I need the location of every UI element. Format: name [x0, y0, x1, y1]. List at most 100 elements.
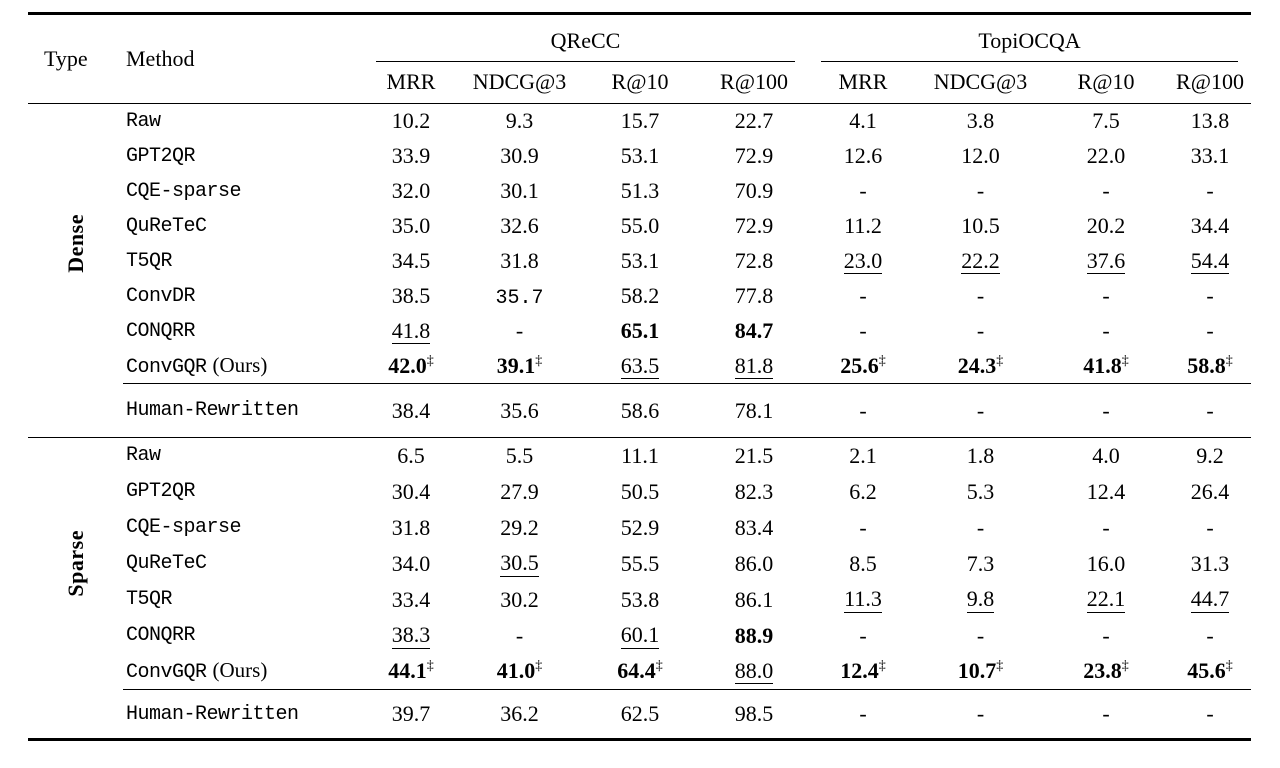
metric-value: - [859, 514, 867, 540]
value-cell: 41.0‡ [459, 654, 580, 690]
value-cell: - [808, 279, 918, 314]
value-cell: - [1043, 174, 1169, 209]
value-cell: 35.6 [459, 383, 580, 438]
value-cell: - [1043, 510, 1169, 546]
table-row: T5QR 34.5 31.8 53.1 72.8 23.0 22.2 37.6 54.4 [28, 244, 1251, 279]
value-cell: - [918, 618, 1043, 654]
value-cell: 9.8 [918, 582, 1043, 618]
value-cell: 12.0 [918, 139, 1043, 174]
value-cell: 60.1 [580, 618, 700, 654]
metric-value: - [1102, 178, 1110, 203]
section-sparse: Sparse Raw 6.5 5.5 11.1 21.5 2.1 1.8 4.0 9.2 GPT2Q… [28, 437, 1252, 740]
metric-value: - [1206, 701, 1214, 726]
metric-value: 72.8 [734, 248, 774, 273]
metric-value: 35.0 [391, 213, 431, 238]
metric-value: 22.7 [734, 108, 774, 134]
method-cell: GPT2QR [123, 474, 363, 510]
double-dagger-symbol: ‡ [878, 658, 886, 674]
value-cell: 82.3 [700, 474, 808, 510]
value-cell: - [808, 618, 918, 654]
metric-value: 34.4 [1190, 213, 1230, 238]
type-spacer [28, 384, 123, 438]
metric-value: 33.1 [1190, 143, 1230, 168]
value-cell: 9.3 [459, 104, 580, 139]
method-name: Human-Rewritten [126, 702, 299, 726]
value-cell: - [918, 689, 1043, 740]
method-cell: Human-Rewritten [123, 383, 363, 438]
metric-value: 65.1 [620, 318, 660, 343]
metric-value: 2.1 [849, 442, 877, 468]
metric-value: 5.5 [505, 442, 534, 468]
metric-value: 58.6 [620, 397, 660, 423]
metric-value: 12.4 [1086, 478, 1126, 504]
metric-value: - [859, 397, 867, 423]
method-name: ConvGQR [126, 661, 207, 685]
metric-value: - [1206, 318, 1214, 343]
method-name: Human-Rewritten [126, 399, 299, 422]
value-cell: 55.0 [580, 209, 700, 244]
metric-value: 1.8 [966, 442, 995, 468]
value-cell: 38.4 [363, 383, 459, 438]
type-spacer [28, 690, 123, 740]
metric-value: - [1102, 514, 1110, 540]
value-cell: 7.3 [918, 546, 1043, 582]
value-cell: 39.7 [363, 689, 459, 740]
value-cell: 16.0 [1043, 546, 1169, 582]
metric-value: 23.0 [843, 247, 883, 275]
metric-value: 30.1 [500, 178, 539, 203]
value-cell: - [918, 510, 1043, 546]
metric-value: 86.1 [734, 586, 774, 612]
metric-value: 63.5 [620, 352, 660, 379]
value-cell: 45.6‡ [1169, 654, 1251, 690]
metric-value: - [1206, 622, 1214, 648]
metric-value: 82.3 [734, 478, 774, 504]
table-header: Type Method QReCC TopiOCQA MRR NDCG@3 R@… [28, 13, 1252, 104]
table-row: Sparse Raw 6.5 5.5 11.1 21.5 2.1 1.8 4.0 9.2 [28, 437, 1252, 690]
metric-value: 10.2 [391, 108, 431, 134]
metric-value: 12.0 [961, 143, 1000, 168]
value-cell: 20.2 [1043, 209, 1169, 244]
metric-value: 12.4 [840, 658, 879, 684]
metric-value: 32.6 [500, 213, 539, 238]
metric-value: 86.0 [734, 550, 774, 576]
method-name: ConvGQR [126, 355, 207, 379]
value-cell: - [1169, 314, 1251, 349]
metric-value: 24.3 [957, 352, 997, 378]
metric-value: 72.9 [734, 143, 774, 168]
value-cell: 12.4 [1043, 474, 1169, 510]
method-cell: Raw [123, 437, 363, 474]
method-suffix: (Ours) [212, 658, 268, 683]
value-cell: 26.4 [1169, 474, 1251, 510]
value-cell: 13.8 [1169, 104, 1251, 139]
metric-value: 10.5 [961, 213, 1000, 238]
metric-value: 6.5 [397, 442, 425, 468]
double-dagger-symbol: ‡ [1225, 658, 1233, 674]
value-cell: 8.5 [808, 546, 918, 582]
method-cell: ConvGQR (Ours) [123, 349, 363, 384]
method-name: CONQRR [126, 624, 196, 647]
value-cell: 22.0 [1043, 139, 1169, 174]
metric-value: 15.7 [620, 108, 660, 134]
value-cell: 32.0 [363, 174, 459, 209]
human-rewritten-row: Human-Rewritten 39.7 36.2 62.5 98.5 - - - - [28, 689, 1252, 740]
value-cell: 32.6 [459, 209, 580, 244]
value-cell: 10.7‡ [918, 654, 1043, 690]
metric-value: 81.8 [734, 352, 774, 379]
section-dense: Dense Raw 10.2 9.3 15.7 22.7 4.1 3.8 7.5 13.8 GPT2… [28, 104, 1252, 438]
value-cell: 98.5 [700, 689, 808, 740]
col-header-qrecc-ndcg3: NDCG@3 [459, 61, 580, 104]
value-cell: 1.8 [918, 437, 1043, 474]
metric-value: 72.9 [734, 213, 774, 238]
value-cell: 11.2 [808, 209, 918, 244]
method-name: ConvDR [126, 284, 196, 308]
value-cell: 83.4 [700, 510, 808, 546]
metric-value: 22.2 [961, 247, 1000, 275]
metric-value: 45.6 [1187, 658, 1226, 684]
value-cell: 6.2 [808, 474, 918, 510]
value-cell: 72.9 [700, 209, 808, 244]
value-cell: 12.4‡ [808, 654, 918, 690]
metric-value: 53.1 [620, 143, 660, 168]
metric-value: 78.1 [734, 397, 774, 423]
metric-value: - [859, 283, 867, 308]
table-row: CONQRR 38.3 - 60.1 88.9 - - - - [28, 618, 1251, 654]
